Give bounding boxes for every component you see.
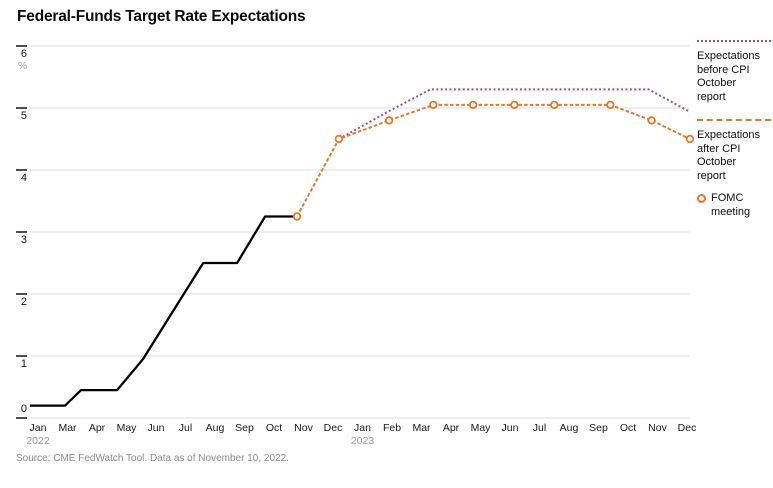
x-axis-month: Jan (354, 422, 371, 434)
after-cpi-line-swatch (697, 119, 771, 121)
legend-fomc-entry: FOMC meeting (697, 192, 773, 219)
x-axis-month: Jun (147, 422, 165, 434)
x-axis-month: Apr (442, 422, 460, 434)
x-axis-month: Jul (532, 422, 547, 434)
x-axis-month: Aug (559, 422, 579, 434)
fomc-meeting-marker (292, 212, 302, 221)
x-axis-month: Mar (58, 422, 77, 434)
x-axis-year: 2023 (350, 435, 375, 447)
x-axis-label: Nov (641, 423, 675, 434)
fomc-meeting-marker (468, 100, 478, 110)
x-axis-month: Apr (88, 422, 106, 434)
x-axis-label: Apr (434, 423, 468, 434)
x-axis-month: Mar (412, 422, 431, 434)
x-axis-month: Jan (29, 422, 47, 434)
x-axis-month: Jun (501, 422, 519, 434)
x-axis-month: Nov (648, 422, 667, 434)
x-axis-label: Jan 2023 (346, 423, 380, 447)
source-note: Source: CME FedWatch Tool. Data as of No… (16, 453, 289, 464)
x-axis-month: Oct (619, 422, 637, 434)
fomc-meeting-marker (334, 134, 344, 144)
before-cpi-line-swatch (697, 40, 771, 42)
y-axis-label: 3 (20, 234, 27, 246)
y-axis-unit-label: % (18, 61, 27, 72)
x-axis-month: May (116, 422, 137, 434)
y-axis-label: 2 (20, 296, 27, 308)
legend-before-cpi-line1: Expectations (697, 50, 760, 62)
x-axis-label: Aug (198, 423, 232, 434)
legend-before-cpi-line3: October (697, 77, 737, 89)
legend: Expectations before CPI October report E… (697, 40, 773, 219)
x-axis-label: Oct (611, 423, 645, 434)
y-axis-label: 0 (20, 403, 27, 415)
x-axis-label: Mar (405, 423, 439, 434)
fomc-meeting-marker (647, 116, 656, 125)
x-axis-month: Oct (265, 422, 283, 434)
x-axis-label: Oct (257, 423, 291, 434)
x-axis-month: May (470, 422, 491, 434)
fomc-meeting-marker (606, 100, 615, 110)
legend-fomc-line1: FOMC (711, 192, 744, 204)
fomc-meeting-marker (685, 134, 695, 144)
x-axis-label: Nov (287, 423, 321, 434)
legend-after-cpi-line4: report (697, 169, 726, 182)
historical-rate-line (30, 215, 297, 407)
fomc-meeting-marker (384, 116, 394, 125)
y-axis-label: 1 (20, 358, 27, 370)
legend-after-cpi-line2: after CPI (697, 142, 741, 155)
x-axis-label: Jun (493, 423, 527, 434)
fomc-meeting-marker-icon (697, 194, 706, 203)
fomc-meeting-marker (429, 100, 438, 110)
x-axis-label: May (464, 423, 498, 434)
x-axis-year: 2022 (26, 435, 50, 447)
x-axis-label: Sep (228, 423, 262, 434)
x-axis-label: Feb (375, 423, 409, 434)
x-axis-label: Jul (169, 423, 203, 434)
x-axis-label: Mar (51, 423, 85, 434)
x-axis-label: Sep (582, 423, 616, 434)
x-axis-month: Nov (294, 422, 313, 434)
x-axis-month: Sep (589, 422, 608, 434)
legend-after-cpi-line3: October (697, 156, 737, 168)
legend-after-cpi-line1: Expectations (697, 129, 760, 141)
fomc-meeting-marker (550, 100, 559, 110)
legend-fomc-line2: meeting (711, 205, 751, 218)
legend-before-cpi-line2: before CPI (697, 63, 750, 76)
x-axis-month: Sep (235, 422, 254, 434)
x-axis-label: Aug (552, 423, 586, 434)
x-axis-month: Dec (677, 422, 697, 434)
x-axis-month: Aug (205, 422, 225, 434)
x-axis-label: Dec (316, 423, 350, 434)
x-axis-label: Dec (670, 423, 704, 434)
y-axis-label: 5 (20, 110, 27, 122)
expectations-after-cpi-line (296, 103, 691, 217)
x-axis-label: Jul (523, 423, 557, 434)
x-axis-label: Jun (139, 423, 173, 434)
x-axis-label: May (110, 423, 144, 434)
y-axis-label: 6 (20, 48, 27, 60)
x-axis-month: Jul (178, 422, 193, 434)
fomc-meeting-marker (510, 100, 519, 110)
legend-before-cpi-line4: report (697, 90, 726, 103)
expectations-before-cpi-line (338, 88, 689, 140)
x-axis-month: Dec (323, 422, 343, 434)
x-axis-label: Jan 2022 (21, 423, 55, 447)
x-axis-month: Feb (382, 422, 402, 434)
y-axis-label: 4 (20, 172, 27, 184)
chart-title: Federal-Funds Target Rate Expectations (17, 8, 306, 25)
x-axis-label: Apr (80, 423, 114, 434)
